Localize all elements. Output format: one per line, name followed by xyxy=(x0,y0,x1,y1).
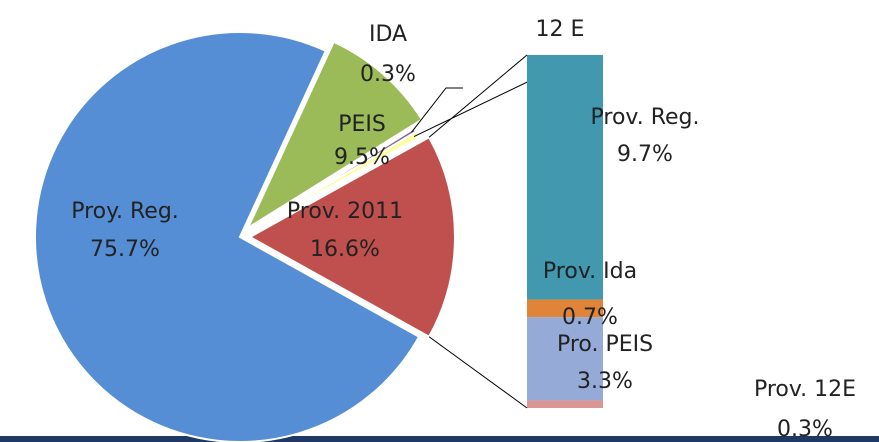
bar-segment xyxy=(527,400,603,408)
connector-line xyxy=(428,54,528,138)
bar-value-label: 0.3% xyxy=(777,417,833,442)
slice-value-label: 16.6% xyxy=(310,237,380,262)
pie-slice xyxy=(247,135,456,339)
bar-label: Prov. 12E xyxy=(754,377,856,402)
bar-segment xyxy=(527,55,603,300)
pie-slice xyxy=(245,40,424,231)
bar-label: Prov. Reg. xyxy=(591,105,700,130)
slice-value-label: 9.5% xyxy=(334,145,390,170)
bar-label: Prov. Ida xyxy=(543,259,637,284)
slice-label: Prov. 2011 xyxy=(287,199,403,224)
pie-slice xyxy=(34,31,421,442)
slice-label: PEIS xyxy=(338,112,386,137)
connector-line xyxy=(428,336,528,409)
slice-label: Proy. Reg. xyxy=(71,199,179,224)
bar-value-label: 0.7% xyxy=(562,305,618,330)
bar-value-label: 3.3% xyxy=(577,369,633,394)
slice-value-label: 0.3% xyxy=(360,62,416,87)
bar-segment xyxy=(527,299,603,318)
bar-value-label: 9.7% xyxy=(617,142,673,167)
slice-value-label: 75.7% xyxy=(90,237,160,262)
bar-segment xyxy=(527,317,603,401)
bar-label: Pro. PEIS xyxy=(557,332,653,357)
leader-line xyxy=(411,87,463,133)
slice-label: IDA xyxy=(369,22,407,47)
slice-label: 12 E xyxy=(536,17,585,42)
bottom-strip xyxy=(0,436,879,442)
